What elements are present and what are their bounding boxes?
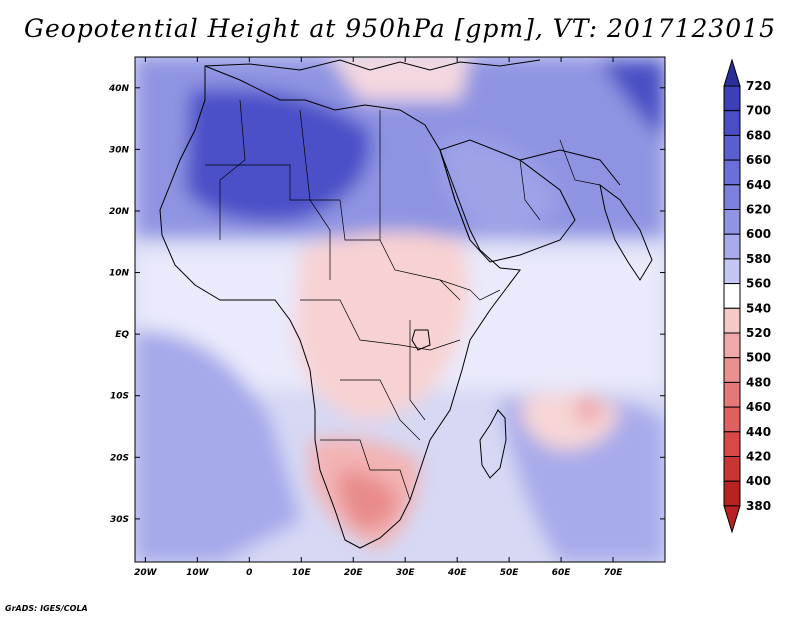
lat-tick-label: 40N xyxy=(108,84,130,94)
colorbar-label: 440 xyxy=(746,425,771,439)
colorbar-label: 720 xyxy=(746,79,771,93)
footer-credit: GrADS: IGES/COLA xyxy=(5,604,88,613)
mediterranean-low xyxy=(330,57,470,100)
colorbar-segment xyxy=(723,456,741,482)
border-line xyxy=(379,110,461,301)
lon-tick-label: 20W xyxy=(134,568,158,578)
lon-tick-label: 20E xyxy=(344,568,364,578)
border-line xyxy=(299,109,331,280)
border-line xyxy=(320,439,411,501)
indian-ocean-low xyxy=(574,396,602,424)
border-line xyxy=(519,159,541,221)
colorbar-label: 480 xyxy=(746,375,771,389)
lat-tick-label: 10S xyxy=(110,392,129,402)
colorbar-segment xyxy=(723,184,741,211)
colorbar-segment xyxy=(723,283,741,309)
colorbar-bottom-extension xyxy=(723,505,741,534)
atlantic-high xyxy=(135,330,300,562)
lat-tick-label: 20S xyxy=(110,453,129,463)
madagascar-coastline xyxy=(479,409,507,479)
sahara-high xyxy=(185,88,372,222)
colorbar-label: 700 xyxy=(746,104,771,118)
lon-tick-label: 0 xyxy=(246,568,252,578)
colorbar-segment xyxy=(723,357,741,383)
himalaya-high xyxy=(600,60,665,140)
colorbar-label: 520 xyxy=(746,326,771,340)
border-line xyxy=(409,320,426,421)
colorbar-label: 660 xyxy=(746,153,771,167)
border-line xyxy=(559,139,601,186)
border-line xyxy=(439,279,501,301)
lat-tick-label: 30S xyxy=(110,515,129,525)
colorbar-segment xyxy=(723,480,741,507)
colorbar-label: 500 xyxy=(746,351,771,365)
lat-tick-label: 10N xyxy=(109,269,130,279)
colorbar-label: 680 xyxy=(746,128,771,142)
colorbar-segment xyxy=(723,134,741,161)
colorbar-segment xyxy=(723,381,741,408)
lat-tick-label: 30N xyxy=(109,145,130,155)
lon-tick-label: 40E xyxy=(447,568,468,578)
colorbar-segment xyxy=(723,110,741,136)
colorbar-segment xyxy=(723,406,741,433)
map-title: Geopotential Height at 950hPa [gpm], VT:… xyxy=(23,14,777,43)
colorbar-label: 380 xyxy=(746,499,771,513)
colorbar-label: 540 xyxy=(746,301,771,315)
africa-coastline xyxy=(159,65,521,549)
colorbar-segment xyxy=(723,159,741,186)
colorbar-segment xyxy=(723,307,741,334)
europe-coastline xyxy=(204,59,541,71)
colorbar-top-extension xyxy=(723,58,741,87)
border-line xyxy=(300,299,461,351)
south-africa-core-low xyxy=(339,470,400,530)
colorbar-label: 580 xyxy=(746,252,771,266)
colorbar-segment xyxy=(723,258,741,285)
colorbar-label: 600 xyxy=(746,227,771,241)
central-africa-low xyxy=(295,232,468,420)
arabia-high xyxy=(440,138,560,232)
height-field xyxy=(135,57,665,562)
colorbar-segment xyxy=(723,233,741,260)
colorbar-label: 560 xyxy=(746,277,771,291)
lat-tick-label: 20N xyxy=(109,207,130,217)
colorbar: 720 700 680 660 640 620 600 580 560 540 520 500 480 4… xyxy=(723,58,771,534)
colorbar-label: 460 xyxy=(746,400,771,414)
border-line xyxy=(219,99,246,240)
lon-tick-label: 70E xyxy=(604,568,624,578)
lon-tick-label: 10E xyxy=(292,568,312,578)
colorbar-label: 640 xyxy=(746,178,771,192)
lon-tick-label: 50E xyxy=(500,568,520,578)
colorbar-segment xyxy=(723,332,741,359)
latitude-axis: 40N 30N 20N 10N EQ 10S 20S 30S xyxy=(108,84,665,525)
lon-tick-label: 10W xyxy=(186,568,210,578)
colorbar-segment xyxy=(723,209,741,235)
lon-tick-label: 60E xyxy=(552,568,572,578)
red-sea-coastline xyxy=(439,149,471,241)
india-coastline xyxy=(599,183,653,281)
coastlines xyxy=(159,59,653,549)
persian-gulf-coastline xyxy=(519,149,621,186)
longitude-axis: 20W 10W 0 10E 20E 30E 40E 50E 60E 70E xyxy=(134,57,623,578)
plot-frame xyxy=(134,56,666,563)
lake-victoria xyxy=(411,329,431,351)
colorbar-segment xyxy=(723,431,741,457)
border-line xyxy=(340,379,421,441)
country-borders xyxy=(205,99,601,501)
colorbar-label: 420 xyxy=(746,450,771,464)
lat-tick-label: EQ xyxy=(115,330,129,340)
lon-tick-label: 30E xyxy=(396,568,416,578)
border-line xyxy=(205,164,380,241)
colorbar-label: 620 xyxy=(746,203,771,217)
colorbar-label: 400 xyxy=(746,474,771,488)
colorbar-segment xyxy=(723,85,741,112)
